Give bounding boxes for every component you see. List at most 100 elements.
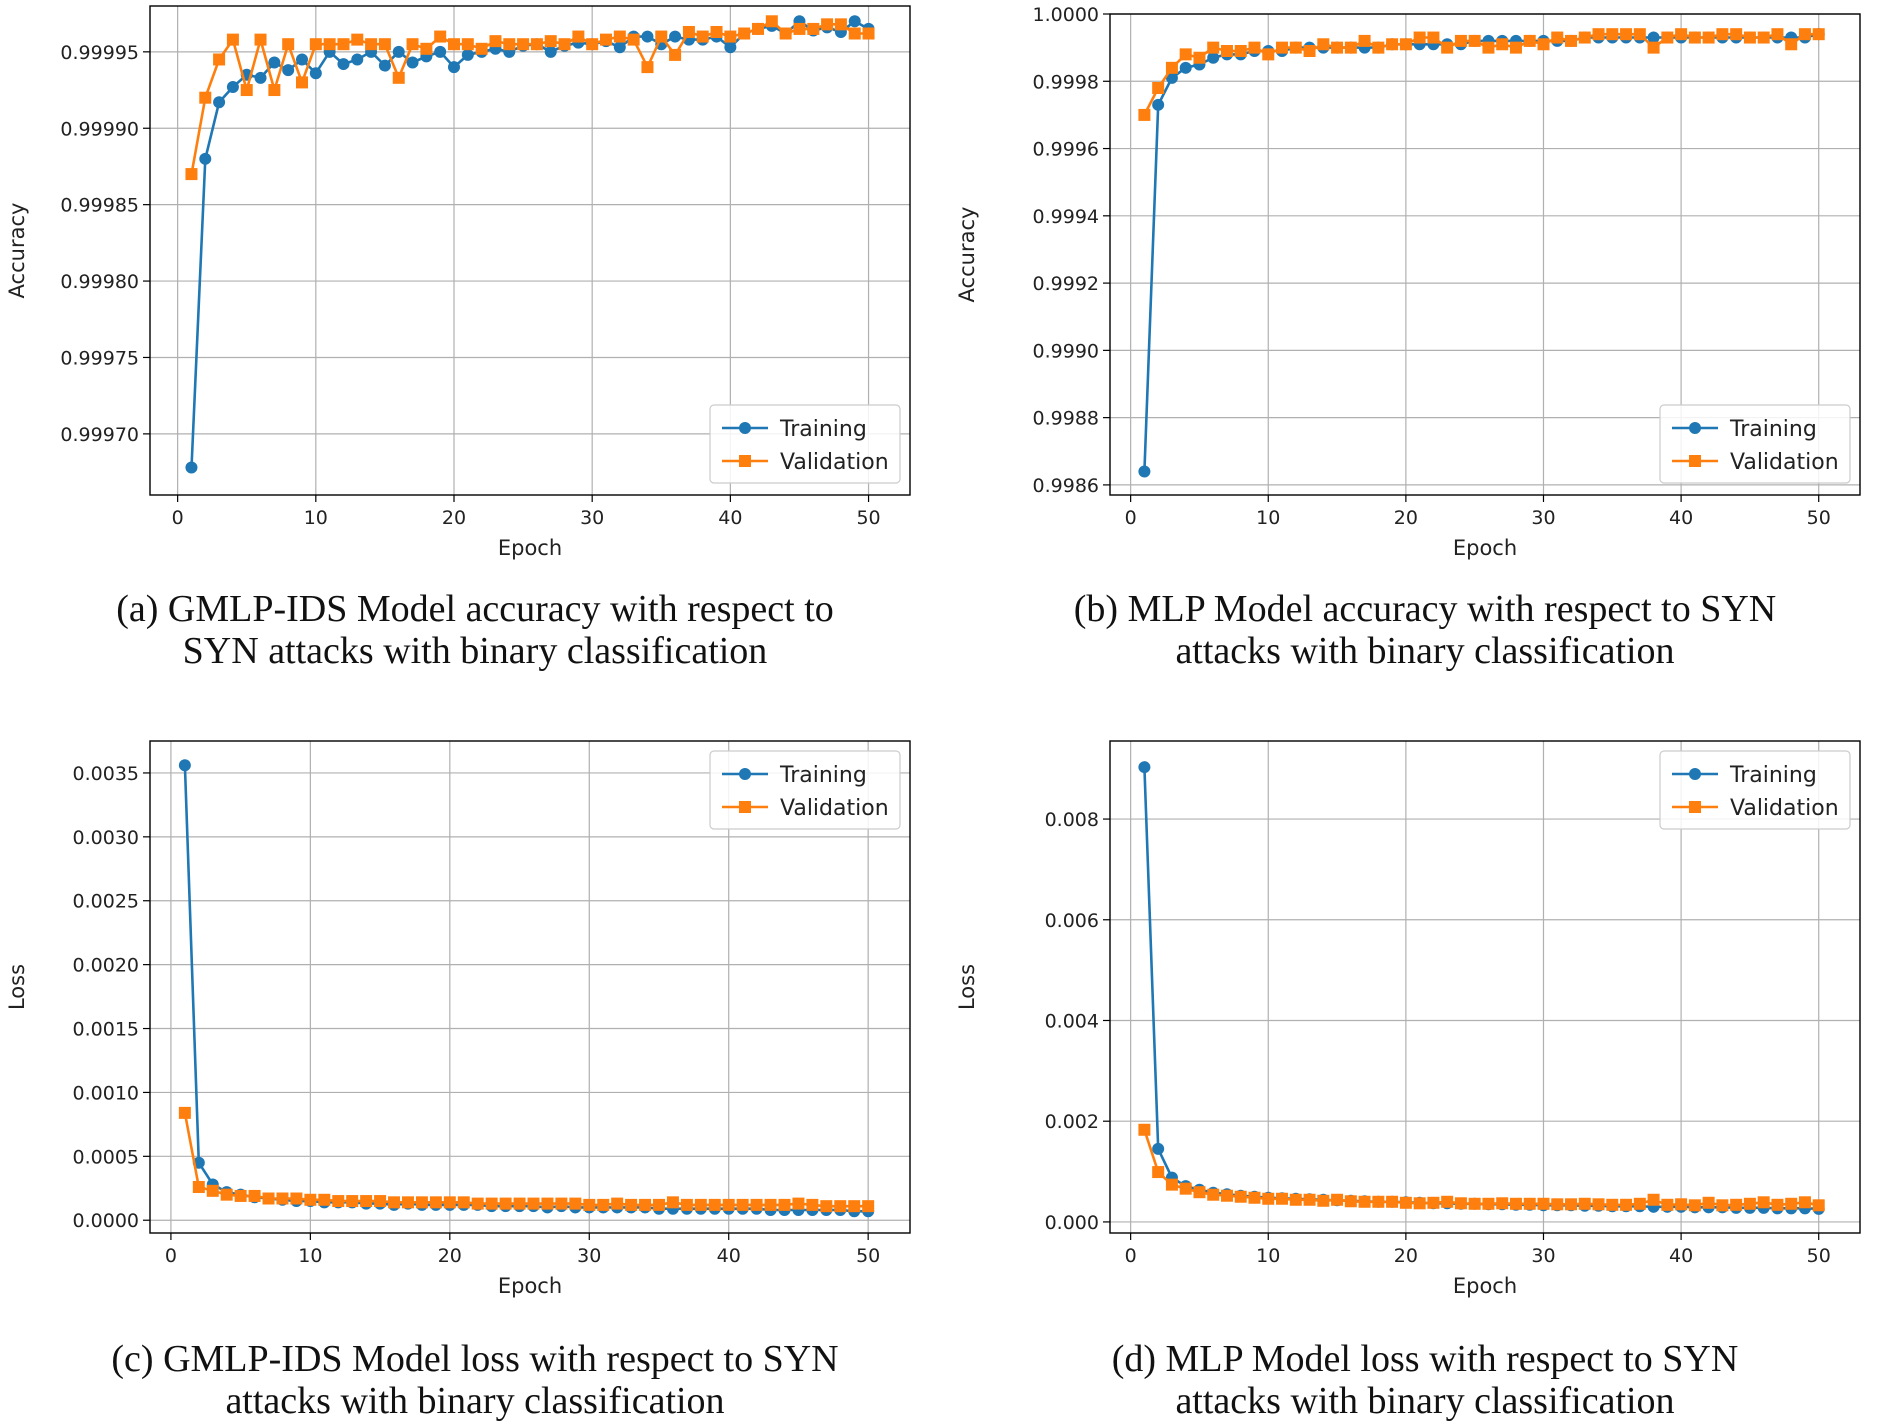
data-point-validation [248, 1189, 261, 1202]
x-axis-title: Epoch [1453, 1274, 1517, 1298]
data-point-validation [1716, 28, 1729, 41]
legend-label-training: Training [1729, 417, 1817, 442]
data-point-training [406, 56, 419, 69]
data-point-validation [1537, 38, 1550, 51]
caption-c-line-2: attacks with binary classification [225, 1380, 725, 1422]
series-line-training [190, 19, 870, 468]
data-point-validation [764, 1198, 777, 1211]
data-point-validation [600, 33, 612, 46]
data-point-validation [696, 30, 709, 43]
data-point-validation [1468, 1197, 1481, 1210]
data-point-validation [1220, 45, 1233, 57]
data-point-validation [406, 38, 419, 51]
data-point-validation [489, 35, 502, 48]
data-point-validation [1427, 1196, 1440, 1209]
data-point-validation [1262, 48, 1275, 61]
y-tick-label: 0.0010 [73, 1082, 139, 1104]
data-point-validation [401, 1196, 414, 1209]
data-point-validation [1317, 38, 1330, 51]
data-point-training [434, 45, 447, 58]
y-tick-label: 0.99970 [60, 424, 139, 446]
data-point-validation [1413, 31, 1426, 44]
data-point-training [544, 45, 557, 58]
data-point-validation [1234, 45, 1247, 57]
y-tick-label: 0.002 [1045, 1111, 1099, 1133]
y-tick-label: 0.0000 [73, 1210, 139, 1232]
data-point-training [309, 67, 322, 80]
caption-d: (d) MLP Model loss with respect to SYN a… [950, 1338, 1900, 1422]
legend: Training Validation [709, 750, 901, 830]
data-point-validation [1331, 1193, 1344, 1206]
data-point-validation [1688, 1199, 1701, 1212]
data-point-validation [655, 30, 668, 43]
x-tick-label: 50 [1807, 507, 1831, 529]
y-tick-label: 0.9994 [1033, 206, 1099, 228]
data-point-validation [1661, 31, 1674, 44]
data-point-validation [1358, 1195, 1371, 1208]
x-tick-label: 20 [442, 507, 466, 529]
y-tick-label: 0.0025 [73, 891, 139, 913]
data-point-validation [1578, 31, 1591, 44]
data-point-validation [1523, 34, 1536, 47]
y-tick-label: 0.99980 [60, 271, 139, 293]
data-point-validation [834, 1200, 847, 1213]
data-point-validation [1454, 1197, 1467, 1210]
data-point-validation [1386, 38, 1399, 51]
legend-label-validation: Validation [780, 450, 889, 475]
data-point-validation [1331, 41, 1344, 54]
data-point-validation [429, 1196, 442, 1209]
caption-d-line-2: attacks with binary classification [1175, 1380, 1675, 1422]
data-point-validation [1633, 28, 1646, 41]
data-point-training [351, 53, 364, 66]
data-point-training [178, 759, 191, 772]
data-point-validation [374, 1195, 387, 1208]
y-tick-label: 0.0035 [73, 763, 139, 785]
data-point-validation [1289, 41, 1302, 54]
y-axis-title: Accuracy [5, 203, 29, 299]
data-point-validation [296, 76, 308, 89]
x-tick-label: 50 [856, 1245, 880, 1267]
data-point-validation [240, 84, 253, 97]
gridlines [1110, 741, 1860, 1233]
data-point-validation [1730, 1198, 1743, 1211]
chart-a: 0 10 20 30 40 50 0.99970 0.99975 0.99980 0.99985 0… [5, 5, 911, 560]
y-tick-label: 0.0020 [73, 955, 139, 977]
gridlines [150, 6, 910, 495]
data-point-validation [378, 38, 391, 51]
data-point-validation [1785, 1197, 1798, 1210]
data-point-validation [862, 27, 875, 40]
data-point-validation [185, 168, 198, 181]
data-point-training [1179, 61, 1192, 74]
x-tick-label: 40 [1669, 1245, 1693, 1267]
data-point-validation [1289, 1193, 1302, 1206]
data-point-validation [530, 38, 543, 51]
series-line-training [1143, 767, 1819, 1211]
data-point-validation [1179, 1182, 1192, 1195]
data-point-validation [792, 1197, 805, 1210]
legend-label-training: Training [1729, 763, 1817, 788]
y-tick-label: 0.9990 [1033, 340, 1099, 362]
data-point-validation [1248, 41, 1261, 54]
data-point-validation [254, 33, 267, 46]
data-point-validation [572, 30, 585, 43]
data-point-validation [220, 1188, 233, 1201]
data-point-validation [806, 1198, 819, 1211]
data-point-validation [738, 27, 751, 40]
data-point-validation [1399, 38, 1412, 51]
data-point-validation [1207, 1188, 1220, 1201]
y-axis-title: Accuracy [955, 207, 979, 303]
data-point-validation [199, 91, 212, 104]
x-tick-label: 50 [856, 507, 880, 529]
data-point-validation [1606, 28, 1619, 41]
data-point-training [724, 41, 737, 54]
data-point-validation [1441, 1195, 1454, 1208]
legend: Training Validation [1659, 750, 1851, 830]
panel-a: 0 10 20 30 40 50 0.99970 0.99975 0.99980 0.99985 0… [0, 0, 950, 713]
data-point-validation [1482, 1197, 1495, 1210]
data-point-training [1152, 1142, 1165, 1155]
legend-box [1659, 404, 1851, 484]
caption-b-line-1: (b) MLP Model accuracy with respect to S… [1073, 588, 1777, 630]
data-point-validation [448, 38, 460, 51]
data-point-validation [1633, 1197, 1646, 1210]
y-tick-label: 0.9986 [1033, 475, 1099, 497]
